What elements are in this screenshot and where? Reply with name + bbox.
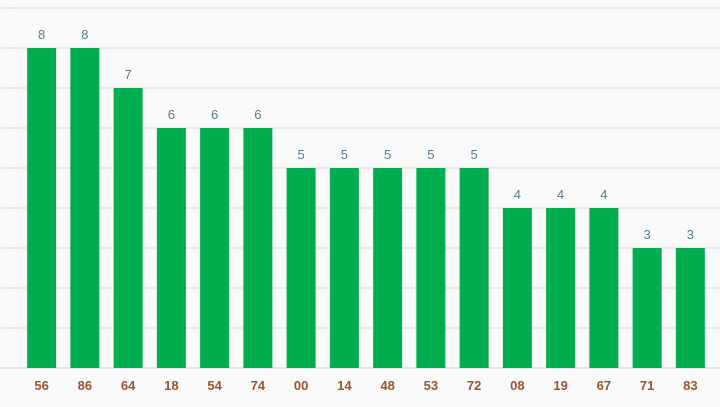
bar-54 (200, 128, 230, 368)
category-label-18: 18 (164, 378, 178, 393)
value-label-19: 4 (557, 187, 564, 202)
category-label-48: 48 (380, 378, 394, 393)
category-label-74: 74 (251, 378, 266, 393)
value-label-54: 6 (211, 107, 218, 122)
bar-56 (27, 48, 57, 368)
category-label-00: 00 (294, 378, 308, 393)
bar-72 (459, 168, 489, 368)
value-label-56: 8 (38, 27, 45, 42)
bar-19 (546, 208, 576, 368)
category-label-56: 56 (34, 378, 48, 393)
value-label-72: 5 (471, 147, 478, 162)
value-label-53: 5 (427, 147, 434, 162)
value-label-67: 4 (600, 187, 607, 202)
category-labels-group: 56 86 64 18 54 74 00 14 48 53 72 08 19 67 71 83 (34, 378, 697, 393)
bar-67 (589, 208, 619, 368)
value-label-00: 5 (298, 147, 305, 162)
value-label-64: 7 (125, 67, 132, 82)
bars-group (27, 48, 705, 368)
value-label-08: 4 (514, 187, 521, 202)
value-labels-group: 8 8 7 6 6 6 5 5 5 5 5 4 4 4 3 3 (38, 27, 694, 242)
value-label-18: 6 (168, 107, 175, 122)
bar-64 (113, 88, 143, 368)
value-label-48: 5 (384, 147, 391, 162)
category-label-86: 86 (78, 378, 92, 393)
value-label-83: 3 (687, 227, 694, 242)
bar-71 (632, 248, 662, 368)
value-label-86: 8 (81, 27, 88, 42)
value-label-71: 3 (644, 227, 651, 242)
bar-48 (373, 168, 403, 368)
bar-74 (243, 128, 273, 368)
category-label-53: 53 (424, 378, 438, 393)
bar-14 (329, 168, 359, 368)
category-label-71: 71 (640, 378, 654, 393)
category-label-19: 19 (553, 378, 567, 393)
category-label-67: 67 (597, 378, 611, 393)
bar-53 (416, 168, 446, 368)
bar-18 (156, 128, 186, 368)
value-label-74: 6 (254, 107, 261, 122)
bar-86 (70, 48, 100, 368)
bar-83 (675, 248, 705, 368)
category-label-14: 14 (337, 378, 352, 393)
category-label-08: 08 (510, 378, 524, 393)
category-label-64: 64 (121, 378, 136, 393)
bar-00 (286, 168, 316, 368)
category-label-54: 54 (207, 378, 222, 393)
bar-08 (502, 208, 532, 368)
value-label-14: 5 (341, 147, 348, 162)
category-label-72: 72 (467, 378, 481, 393)
category-label-83: 83 (683, 378, 697, 393)
